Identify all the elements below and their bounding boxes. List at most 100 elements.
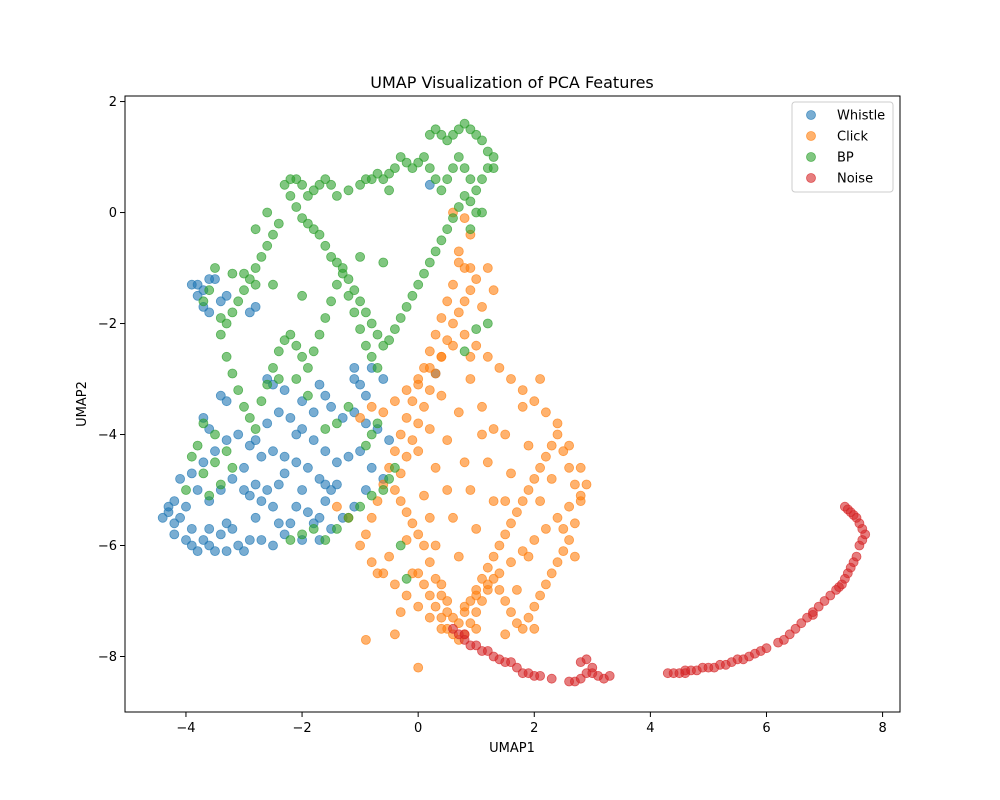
data-point [488,285,499,296]
data-point [314,329,325,340]
data-point [535,590,545,601]
data-point [233,296,244,307]
data-point [227,524,238,534]
data-point [761,643,772,654]
data-point [244,412,255,423]
data-point [430,246,441,257]
data-point [413,601,424,612]
data-point [355,251,366,262]
data-point [297,351,308,362]
data-point [349,362,360,373]
y-tick-label: −8 [98,650,117,665]
data-point [442,596,453,606]
data-point [302,462,313,473]
data-point [227,473,238,484]
data-point [401,507,412,518]
data-point [273,407,284,418]
y-axis-ticks: 2 0 −2 −4 −6 −8 [98,95,125,665]
data-point [430,329,441,340]
data-point [465,485,476,495]
data-point [366,557,377,568]
data-point [302,507,313,518]
data-point [424,424,435,434]
data-point [430,601,441,612]
data-point [366,351,377,362]
data-point [169,529,180,540]
data-point [215,479,226,490]
data-point [227,462,238,473]
data-point [262,379,273,390]
points-layer [157,118,871,687]
data-point [233,429,244,440]
data-point [401,157,412,168]
data-point [331,501,342,512]
data-point [366,490,377,501]
data-point [181,501,191,512]
data-point [541,451,551,462]
data-point [256,496,267,507]
data-point [192,546,203,556]
data-point [268,446,278,457]
data-point [256,451,267,462]
data-point [448,612,458,623]
data-point [250,424,261,434]
data-point [459,329,470,340]
data-point [453,152,464,162]
data-point [471,185,482,196]
data-point [239,546,249,556]
data-point [506,557,516,568]
data-point [570,551,580,562]
data-point [442,435,453,446]
data-point [360,529,371,540]
data-point [471,524,482,534]
data-point [500,496,511,507]
data-point [320,240,331,251]
data-point [413,446,424,457]
data-point [424,257,435,268]
data-point [210,457,220,468]
data-point [320,313,331,323]
data-point [442,296,453,307]
data-point [221,396,232,407]
data-point [268,362,278,373]
data-point [471,274,482,285]
data-point [535,462,545,473]
legend-label: Noise [837,172,873,187]
data-point [355,324,366,335]
y-tick-label: −2 [98,317,117,332]
data-point [401,451,412,462]
data-point [471,590,482,601]
data-point [221,546,232,556]
series-click [331,207,592,673]
data-point [378,485,389,495]
data-point [262,207,273,218]
data-point [448,163,458,174]
data-point [175,512,186,523]
data-point [326,296,337,307]
data-point [279,468,290,479]
data-point [564,535,574,545]
data-point [204,524,215,534]
data-point [389,446,400,457]
data-point [337,268,348,279]
data-point [366,462,377,473]
data-point [360,635,371,645]
data-point [372,418,383,429]
data-point [448,279,458,290]
data-point [343,401,354,412]
data-point [331,279,342,290]
data-point [378,407,389,418]
data-point [227,307,238,318]
data-point [436,579,447,590]
data-point [331,479,342,490]
data-point [459,213,470,224]
data-point [378,257,389,268]
data-point [424,512,435,523]
data-point [320,424,331,434]
data-point [395,152,406,162]
data-point [575,490,586,501]
data-point [273,518,284,529]
data-point [186,451,197,462]
data-point [482,318,493,329]
